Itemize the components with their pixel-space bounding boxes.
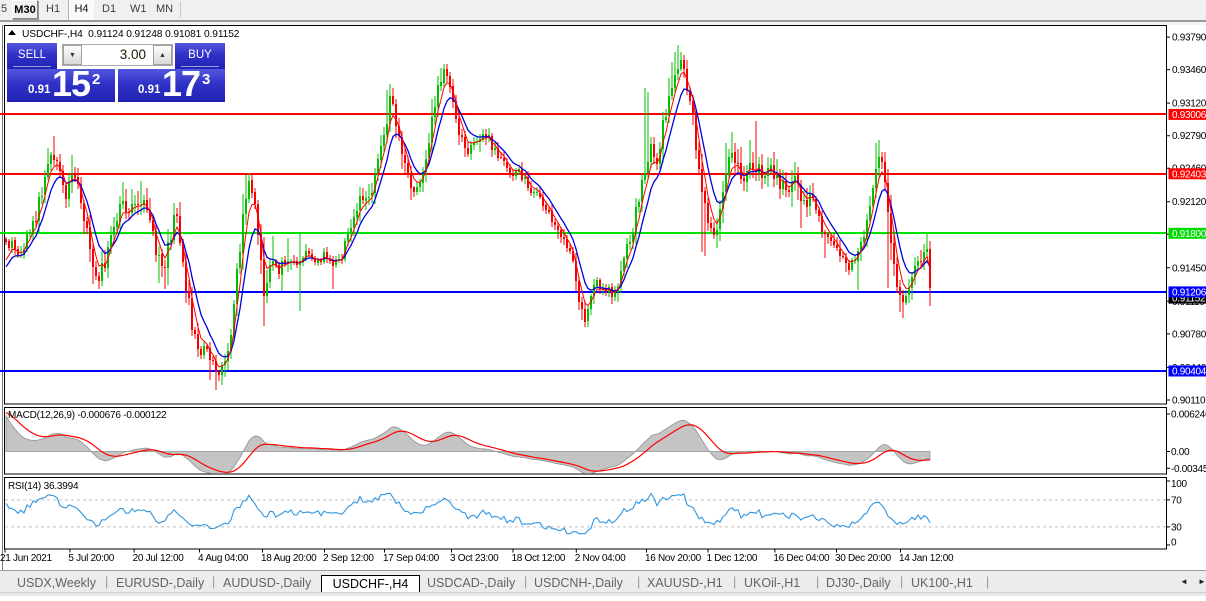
svg-text:30 Dec 20:00: 30 Dec 20:00 bbox=[835, 553, 892, 564]
svg-text:0.93006: 0.93006 bbox=[1172, 110, 1206, 121]
svg-text:14 Jan 12:00: 14 Jan 12:00 bbox=[899, 553, 954, 564]
svg-text:16 Nov 20:00: 16 Nov 20:00 bbox=[645, 553, 702, 564]
svg-text:0.92120: 0.92120 bbox=[1172, 197, 1206, 208]
svg-text:0.90780: 0.90780 bbox=[1172, 329, 1206, 340]
svg-text:0.91450: 0.91450 bbox=[1172, 263, 1206, 274]
svg-text:2 Nov 04:00: 2 Nov 04:00 bbox=[575, 553, 626, 564]
svg-text:17 Sep 04:00: 17 Sep 04:00 bbox=[383, 553, 440, 564]
svg-text:16 Dec 04:00: 16 Dec 04:00 bbox=[773, 553, 830, 564]
svg-text:-0.00345: -0.00345 bbox=[1171, 464, 1206, 475]
svg-text:0: 0 bbox=[1171, 538, 1177, 549]
svg-text:1 Dec 12:00: 1 Dec 12:00 bbox=[707, 553, 758, 564]
svg-text:0.90110: 0.90110 bbox=[1172, 396, 1206, 407]
svg-text:100: 100 bbox=[1171, 479, 1188, 490]
svg-text:0.92790: 0.92790 bbox=[1172, 131, 1206, 142]
svg-text:0.93460: 0.93460 bbox=[1172, 65, 1206, 76]
svg-text:0.006246: 0.006246 bbox=[1171, 410, 1206, 421]
svg-text:0.92403: 0.92403 bbox=[1172, 169, 1206, 180]
svg-text:MACD(12,26,9) -0.000676 -0.000: MACD(12,26,9) -0.000676 -0.000122 bbox=[8, 410, 167, 421]
svg-text:0.93120: 0.93120 bbox=[1172, 99, 1206, 110]
svg-text:0.93790: 0.93790 bbox=[1172, 33, 1206, 44]
svg-text:21 Jun 2021: 21 Jun 2021 bbox=[0, 553, 52, 564]
svg-text:20 Jul 12:00: 20 Jul 12:00 bbox=[133, 553, 185, 564]
svg-text:30: 30 bbox=[1171, 522, 1182, 533]
svg-text:0.91800: 0.91800 bbox=[1172, 229, 1206, 240]
svg-text:18 Aug 20:00: 18 Aug 20:00 bbox=[261, 553, 317, 564]
svg-text:RSI(14) 36.3994: RSI(14) 36.3994 bbox=[8, 481, 79, 492]
svg-text:0.90404: 0.90404 bbox=[1172, 367, 1206, 378]
svg-text:0.91206: 0.91206 bbox=[1172, 287, 1206, 298]
svg-text:5 Jul 20:00: 5 Jul 20:00 bbox=[68, 553, 114, 564]
svg-text:3 Oct 23:00: 3 Oct 23:00 bbox=[450, 553, 499, 564]
svg-text:2 Sep 12:00: 2 Sep 12:00 bbox=[323, 553, 374, 564]
svg-text:70: 70 bbox=[1171, 495, 1182, 506]
svg-text:0.00: 0.00 bbox=[1171, 447, 1190, 458]
svg-text:18 Oct 12:00: 18 Oct 12:00 bbox=[512, 553, 566, 564]
svg-text:4 Aug 04:00: 4 Aug 04:00 bbox=[198, 553, 249, 564]
